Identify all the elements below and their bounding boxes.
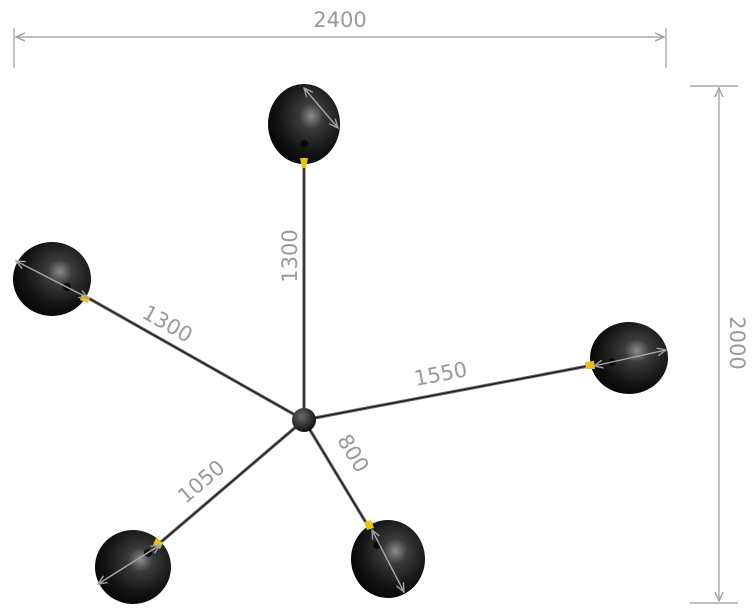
arm-rods (88, 164, 590, 544)
overall-height-dimension: 2000 (690, 85, 749, 604)
globe-diameter-arrows (16, 88, 666, 592)
arm-top-label: 1300 (278, 229, 302, 282)
connector-right (585, 361, 595, 369)
arm-lower-right-label: 800 (332, 430, 373, 477)
globe-top (268, 84, 340, 168)
globe-lower-left (95, 530, 171, 604)
overall-width-dimension: 2400 (13, 8, 667, 68)
arm-lower-left-label: 1050 (173, 455, 229, 508)
arm-right-label: 1550 (412, 357, 469, 391)
connector-top (300, 158, 308, 168)
overall-height-label: 2000 (725, 316, 749, 369)
globe-lower-right (351, 520, 425, 598)
central-hub (292, 408, 316, 432)
overall-width-label: 2400 (313, 8, 366, 32)
connector-lower-right (364, 520, 374, 530)
globe-right (585, 322, 668, 394)
arm-upper-left-label: 1300 (138, 300, 196, 347)
